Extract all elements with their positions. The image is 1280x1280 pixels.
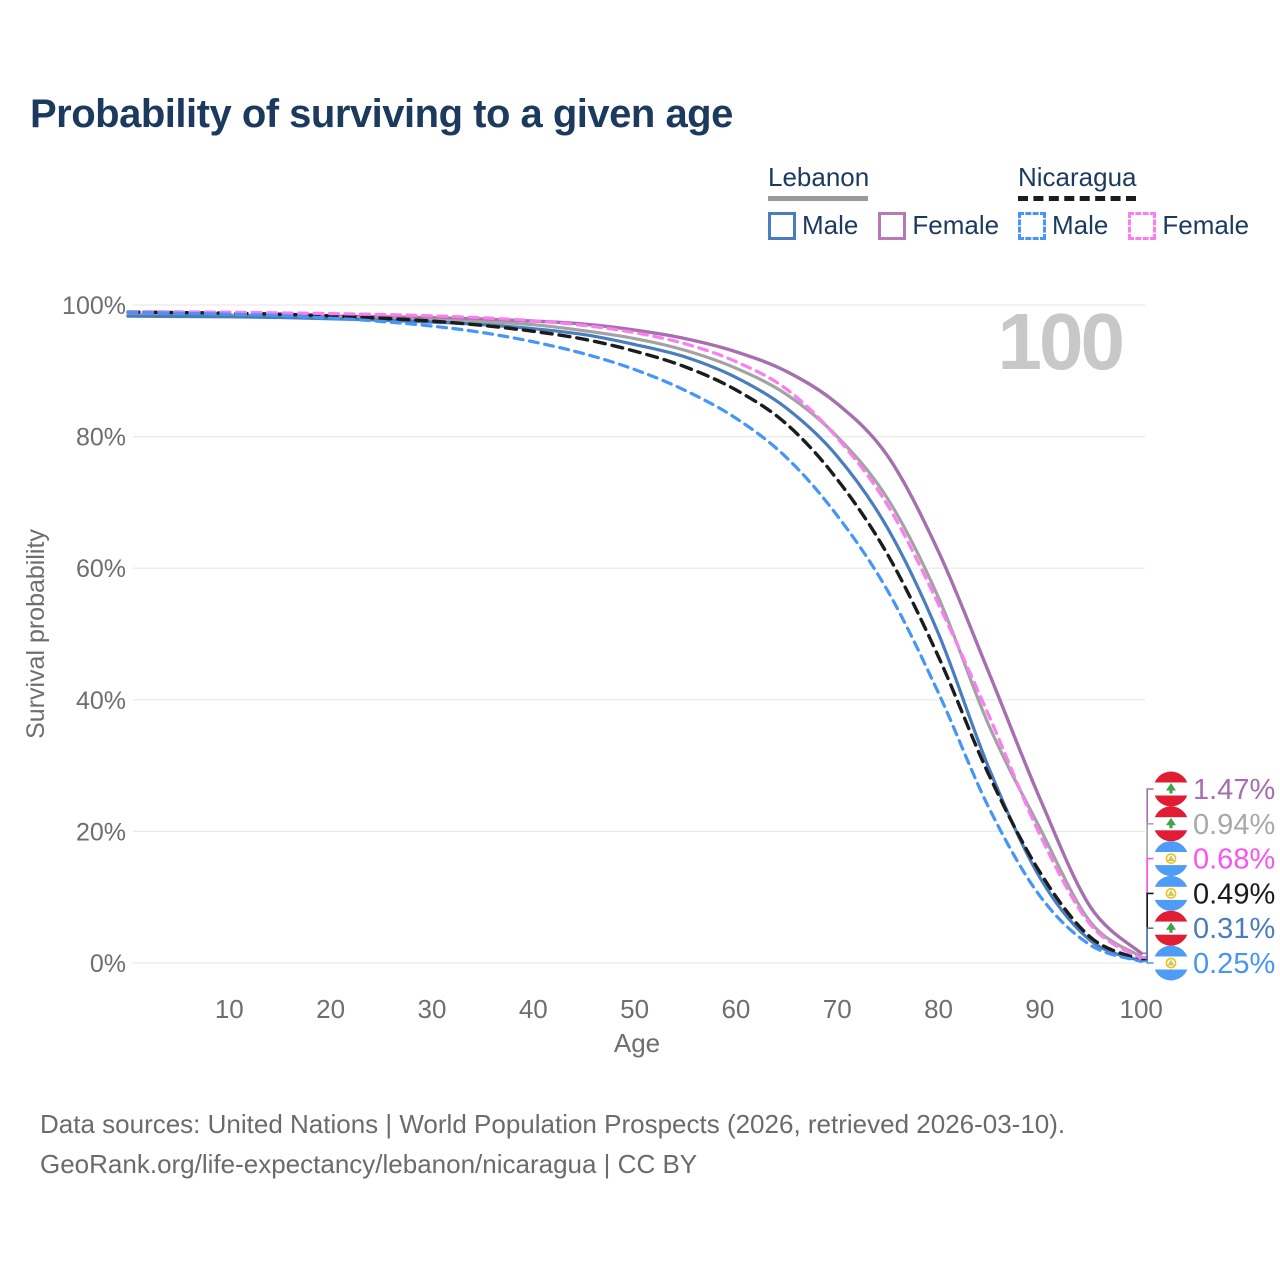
end-label-value: 0.49% bbox=[1193, 878, 1275, 910]
lebanon-flag-icon bbox=[1153, 771, 1189, 807]
page-title: Probability of surviving to a given age bbox=[30, 92, 733, 136]
legend-label-lebanon-male[interactable]: Male bbox=[802, 210, 859, 240]
x-tick-label: 80 bbox=[924, 994, 953, 1024]
legend-underline-lebanon bbox=[768, 196, 868, 201]
end-label-value: 0.31% bbox=[1193, 913, 1275, 945]
legend-label-nicaragua-female[interactable]: Female bbox=[1162, 210, 1250, 240]
curve-lebanon-total bbox=[126, 313, 1143, 959]
x-tick-label: 90 bbox=[1025, 994, 1054, 1024]
curve-nicaragua-male bbox=[126, 310, 1143, 963]
legend-label-nicaragua-male[interactable]: Male bbox=[1052, 210, 1109, 240]
nicaragua-flag-icon bbox=[1153, 841, 1189, 877]
legend-swatch-lebanon-female[interactable] bbox=[878, 211, 907, 240]
footer-data-sources: Data sources: United Nations | World Pop… bbox=[40, 1109, 1066, 1139]
end-label-connector bbox=[1141, 892, 1155, 961]
footer: Data sources: United Nations | World Pop… bbox=[40, 1104, 1065, 1184]
lebanon-flag-icon bbox=[1153, 806, 1189, 842]
y-tick-label: 20% bbox=[76, 818, 126, 846]
legend-label-lebanon-female[interactable]: Female bbox=[912, 210, 1000, 240]
end-label-connector bbox=[1141, 960, 1155, 964]
curve-nicaragua-female bbox=[126, 310, 1143, 961]
legend-country-lebanon[interactable]: Lebanon bbox=[768, 162, 870, 192]
x-tick-label: 30 bbox=[417, 994, 446, 1024]
x-tick-label: 100 bbox=[1120, 994, 1163, 1024]
x-tick-label: 10 bbox=[215, 994, 244, 1024]
footer-attribution: GeoRank.org/life-expectancy/lebanon/nica… bbox=[40, 1149, 698, 1179]
end-label-value: 0.25% bbox=[1193, 948, 1275, 980]
legend-swatch-nicaragua-female[interactable] bbox=[1128, 211, 1157, 240]
end-label-value: 0.94% bbox=[1193, 809, 1275, 841]
legend-country-nicaragua[interactable]: Nicaragua bbox=[1018, 162, 1137, 192]
curve-nicaragua-total bbox=[126, 310, 1143, 962]
y-tick-label: 60% bbox=[76, 555, 126, 583]
x-tick-label: 70 bbox=[823, 994, 852, 1024]
curve-lebanon-male bbox=[126, 314, 1143, 963]
y-tick-label: 80% bbox=[76, 424, 126, 452]
end-label-value: 1.47% bbox=[1193, 774, 1275, 806]
y-tick-label: 0% bbox=[90, 950, 126, 978]
nicaragua-flag-icon bbox=[1153, 875, 1189, 911]
x-tick-label: 60 bbox=[721, 994, 750, 1024]
legend-underline-nicaragua bbox=[1018, 196, 1136, 201]
y-axis-title: Survival probability bbox=[22, 529, 50, 739]
curve-lebanon-female bbox=[126, 313, 1143, 955]
legend-swatch-lebanon-male[interactable] bbox=[768, 211, 796, 240]
lebanon-flag-icon bbox=[1153, 910, 1189, 946]
legend-swatch-nicaragua-male[interactable] bbox=[1018, 211, 1046, 240]
x-tick-label: 50 bbox=[620, 994, 649, 1024]
y-tick-label: 40% bbox=[76, 687, 126, 715]
legend-group-nicaragua: Nicaragua Male Female bbox=[1018, 162, 1249, 241]
x-axis-title: Age bbox=[614, 1028, 660, 1058]
nicaragua-flag-icon bbox=[1153, 945, 1189, 981]
x-tick-label: 20 bbox=[316, 994, 345, 1024]
x-tick-label: 40 bbox=[519, 994, 548, 1024]
end-label-value: 0.68% bbox=[1193, 844, 1275, 876]
age-watermark: 100 bbox=[998, 297, 1123, 386]
legend-group-lebanon: Lebanon Male Female bbox=[768, 162, 999, 241]
y-tick-label: 100% bbox=[62, 292, 126, 320]
